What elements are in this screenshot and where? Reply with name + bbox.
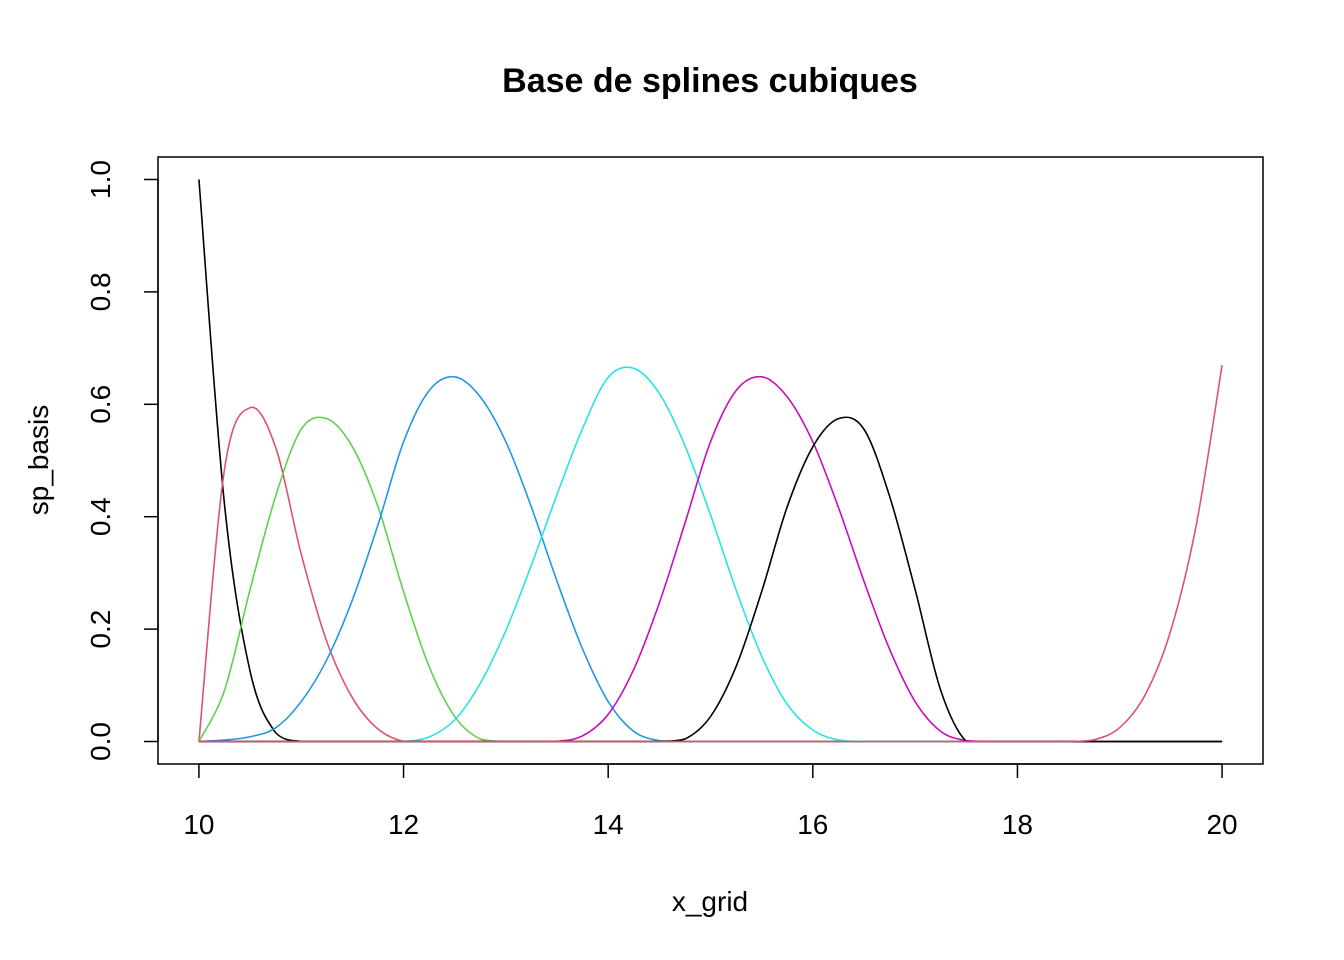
basis-curve-6 — [198, 375, 1223, 743]
series-layer — [198, 179, 1223, 743]
x-tick-label: 14 — [593, 809, 624, 840]
x-tick-label: 20 — [1206, 809, 1237, 840]
y-tick-label: 0.6 — [85, 385, 116, 424]
x-axis: 10 12 14 16 18 20 — [183, 763, 1238, 840]
basis-curve-3 — [198, 416, 1223, 743]
x-tick-label: 18 — [1002, 809, 1033, 840]
y-tick-label: 0.2 — [85, 610, 116, 649]
x-tick-label: 10 — [183, 809, 214, 840]
chart-title: Base de splines cubiques — [502, 62, 918, 100]
plot-frame — [157, 156, 1264, 765]
x-tick-label: 12 — [388, 809, 419, 840]
basis-curve-5 — [198, 366, 1223, 743]
y-tick-label: 1.0 — [85, 160, 116, 199]
y-axis: 0.0 0.2 0.4 0.6 0.8 1.0 — [85, 160, 159, 761]
basis-curve-8 — [198, 365, 1223, 743]
basis-curve-2 — [198, 406, 1223, 743]
y-tick-label: 0.8 — [85, 272, 116, 311]
basis-curve-1 — [198, 179, 1223, 743]
basis-curve-7 — [198, 416, 1223, 743]
x-axis-label: x_grid — [672, 886, 748, 917]
basis-curve-4 — [198, 375, 1223, 743]
y-tick-label: 0.0 — [85, 722, 116, 761]
x-tick-label: 16 — [797, 809, 828, 840]
y-axis-label: sp_basis — [23, 405, 54, 516]
y-tick-label: 0.4 — [85, 497, 116, 536]
